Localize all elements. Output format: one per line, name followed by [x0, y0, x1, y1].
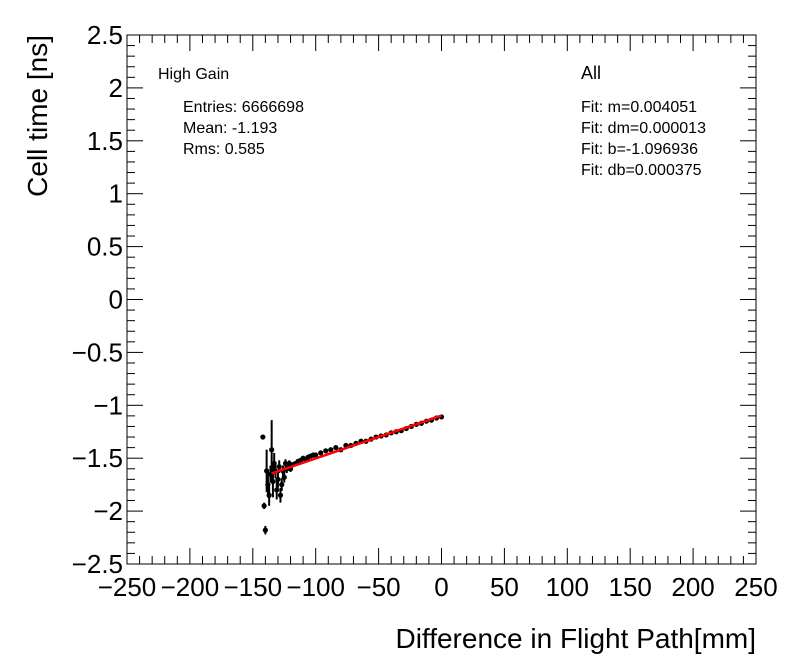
data-point [261, 503, 267, 509]
x-tick-label: −50 [357, 572, 401, 602]
stats-title: High Gain [158, 66, 229, 83]
x-tick-label: −250 [98, 572, 157, 602]
data-point [328, 447, 334, 453]
data-point [262, 527, 268, 533]
x-tick-label: 250 [734, 572, 777, 602]
data-point [266, 492, 272, 498]
data-point [260, 434, 266, 440]
y-tick-label: −1 [93, 390, 123, 420]
x-tick-label: 150 [609, 572, 652, 602]
data-marks [260, 414, 445, 535]
x-tick-label: −200 [161, 572, 220, 602]
x-tick-label: 0 [434, 572, 448, 602]
x-tick-label: −150 [224, 572, 283, 602]
x-axis-title: Difference in Flight Path[mm] [395, 623, 756, 654]
data-point [276, 464, 282, 470]
fit-lines [271, 414, 442, 475]
data-point [277, 492, 284, 498]
y-tick-label: 2 [109, 73, 123, 103]
x-tick-label: 50 [490, 572, 519, 602]
x-tick-label: 200 [671, 572, 714, 602]
data-point [274, 487, 280, 493]
data-point [279, 482, 285, 488]
data-point [281, 474, 287, 480]
data-point [270, 478, 276, 485]
y-axis-title: Cell time [ns] [22, 35, 53, 197]
fit-title: All [581, 63, 601, 83]
fit-m: Fit: m=0.004051 [581, 99, 697, 116]
fit-dm: Fit: dm=0.000013 [581, 120, 706, 137]
y-tick-label: 1 [109, 179, 123, 209]
stats-mean: Mean: -1.193 [183, 120, 277, 137]
stats-rms: Rms: 0.585 [183, 141, 265, 158]
data-point [313, 452, 319, 458]
data-point [318, 450, 324, 456]
x-tick-label: −100 [286, 572, 345, 602]
y-tick-label: 0.5 [87, 232, 123, 262]
y-tick-label: 2.5 [87, 20, 123, 50]
axis-ticks [126, 34, 757, 565]
y-tick-label: 1.5 [87, 126, 123, 156]
y-tick-label: −1.5 [72, 443, 123, 473]
x-tick-label: 100 [546, 572, 589, 602]
fit-db: Fit: db=0.000375 [581, 162, 702, 179]
y-tick-label: 0 [109, 285, 123, 315]
y-tick-label: −2.5 [72, 549, 123, 579]
fit-b: Fit: b=-1.096936 [581, 141, 698, 158]
x-tick-labels: −250 −200 −150 −100 −50 0 50 100 150 200 250 [98, 572, 778, 602]
y-tick-labels: −2.5 −2 −1.5 −1 −0.5 0 0.5 1 1.5 2 2.5 [72, 20, 123, 579]
y-tick-label: −2 [93, 496, 123, 526]
data-point [333, 445, 339, 451]
fit-line [271, 414, 442, 475]
data-point [323, 448, 329, 454]
y-tick-label: −0.5 [72, 337, 123, 367]
data-point [269, 447, 275, 453]
stats-entries: Entries: 6666698 [183, 99, 304, 116]
data-point [275, 476, 281, 482]
